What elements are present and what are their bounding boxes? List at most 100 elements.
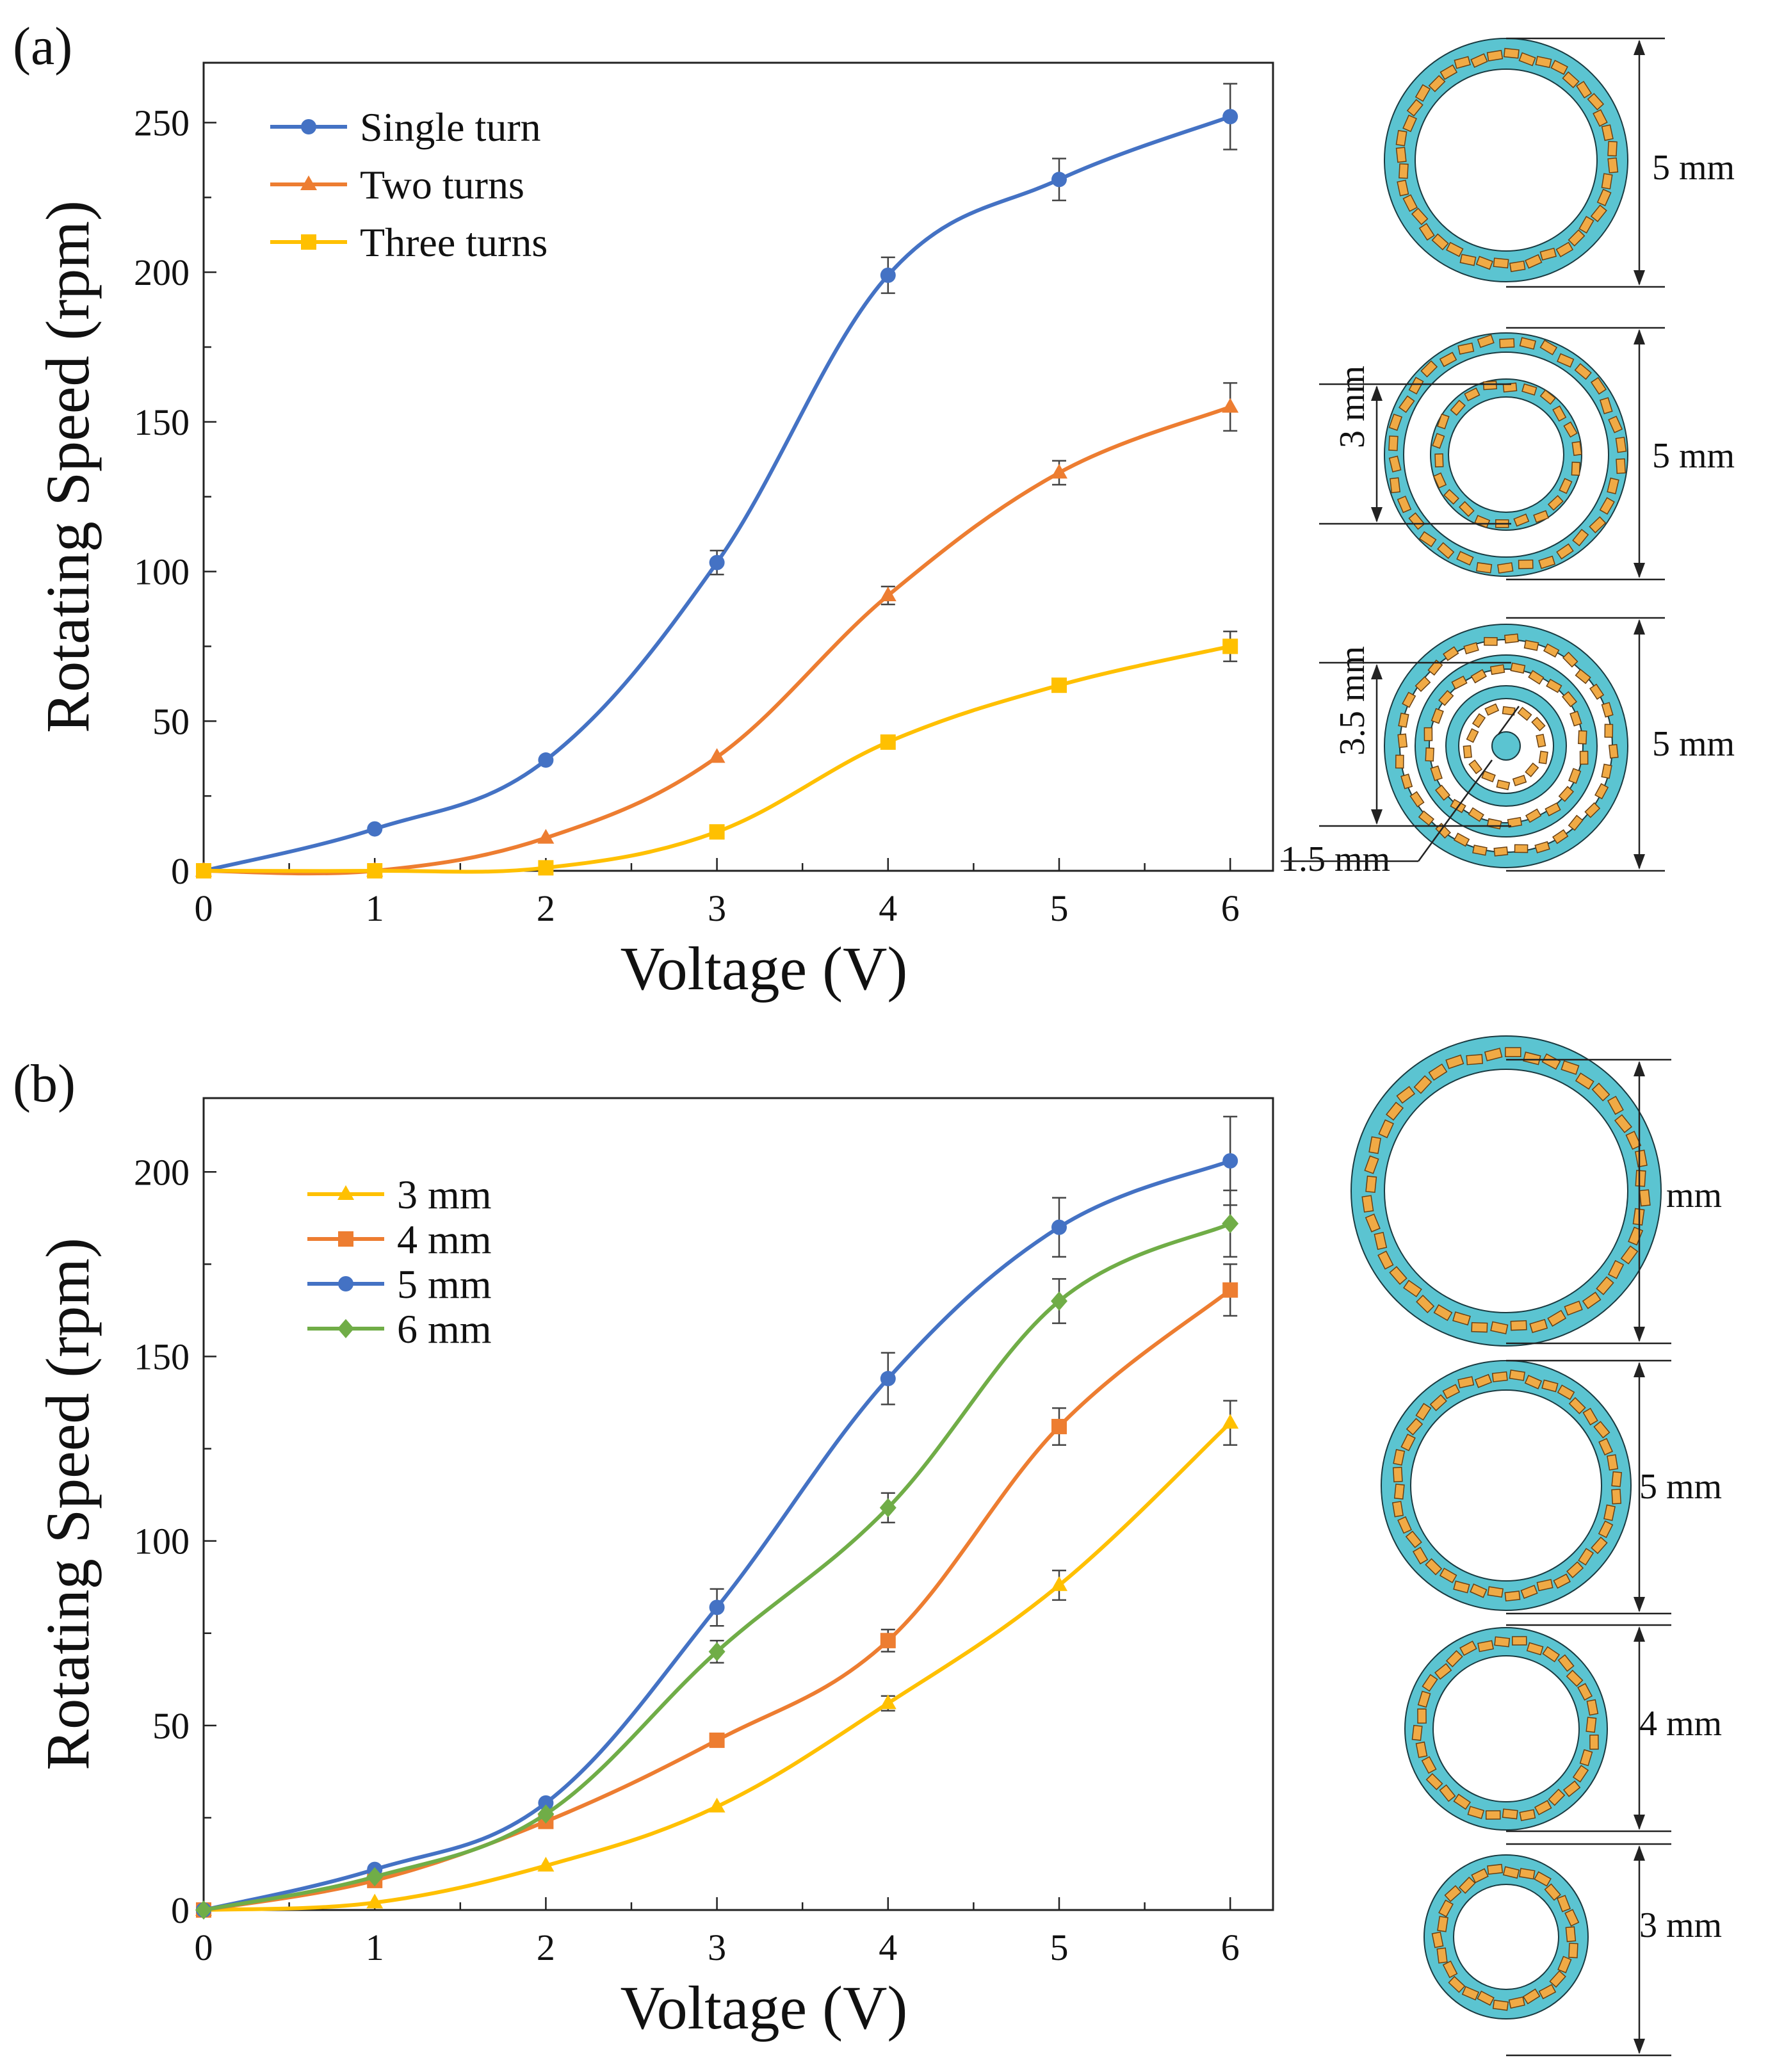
- data-point: [537, 1856, 555, 1872]
- single-turn-ring: [1384, 38, 1628, 282]
- data-point: [1222, 638, 1238, 654]
- dim-label-a4: 5 mm: [1652, 724, 1735, 764]
- y-tick-label: 200: [134, 252, 190, 293]
- data-point: [709, 1732, 725, 1748]
- data-point: [1222, 1414, 1239, 1429]
- legend-entry: 3 mm: [307, 1172, 492, 1217]
- y-tick-label: 100: [134, 551, 190, 593]
- data-point: [1222, 398, 1239, 413]
- legend-marker: [337, 1319, 354, 1338]
- y-tick-label: 150: [134, 401, 190, 443]
- chart-a: 0 1 2 3 4 5 6 0 50 100 150 200 250 Voltage (V) Rotatin…: [33, 61, 1274, 1003]
- legend-marker: [338, 1231, 353, 1247]
- data-point: [880, 1633, 896, 1649]
- y-tick-label: 50: [152, 1705, 190, 1747]
- x-tick-label: 2: [537, 1927, 555, 1968]
- dim-three-turns-mid: [1319, 661, 1511, 827]
- data-point: [366, 1893, 384, 1909]
- dim-5mm: [1506, 1359, 1671, 1615]
- data-point: [880, 734, 896, 750]
- dim-3mm: [1506, 1843, 1671, 2057]
- dim-single-turn: [1506, 37, 1665, 288]
- x-tick-label: 1: [366, 1927, 384, 1968]
- legend-label: 3 mm: [397, 1172, 492, 1217]
- data-point: [709, 1599, 725, 1615]
- legend-label: Three turns: [360, 220, 547, 265]
- data-point: [1051, 1219, 1067, 1235]
- data-point: [196, 863, 211, 878]
- legend-marker: [301, 119, 316, 134]
- data-point: [879, 1498, 896, 1518]
- ring-4mm: [1404, 1627, 1608, 1831]
- legend-label: Single turn: [360, 104, 541, 150]
- data-point: [708, 748, 726, 763]
- y-tick-label: 150: [134, 1336, 190, 1377]
- x-axis-title: Voltage (V): [620, 1973, 908, 2042]
- legend-entry: 6 mm: [307, 1306, 492, 1352]
- x-tick-label: 2: [537, 887, 555, 929]
- legend-marker: [301, 234, 316, 250]
- dim-label-a1: 5 mm: [1652, 148, 1735, 188]
- x-tick-label: 4: [879, 887, 897, 929]
- x-tick-label: 3: [708, 1927, 726, 1968]
- chart-b: 0 1 2 3 4 5 6 0 50 100 150 200 Voltage (V) Rotating S…: [33, 1097, 1274, 2042]
- series-6-mm: [195, 1189, 1239, 1920]
- data-point: [708, 1797, 726, 1813]
- coil-3mm: [1431, 1863, 1580, 2011]
- series-line: [203, 1421, 1232, 1912]
- two-turn-inner-ring: [1430, 378, 1582, 531]
- data-point: [1222, 109, 1238, 125]
- legend-label: Two turns: [360, 162, 524, 207]
- data-point: [537, 829, 555, 844]
- y-tick-label: 50: [152, 700, 190, 742]
- panel-b-schematics: 6 mm 5 mm 4 mm 3 mm: [1350, 1035, 1722, 2057]
- coil-5mm: [1391, 1369, 1623, 1602]
- data-point: [538, 752, 554, 768]
- x-tick-label: 0: [195, 887, 213, 929]
- y-tick-label: 0: [171, 850, 190, 892]
- legend-marker: [337, 1185, 354, 1200]
- legend-label: 6 mm: [397, 1306, 492, 1352]
- x-tick-label: 1: [366, 887, 384, 929]
- two-turn-outer-coil: [1388, 334, 1627, 574]
- dim-label-b2: 5 mm: [1639, 1467, 1722, 1507]
- series-line: [203, 405, 1231, 876]
- x-tick-label: 5: [1050, 887, 1069, 929]
- x-tick-label: 6: [1221, 887, 1240, 929]
- y-axis-title: Rotating Speed (rpm): [33, 1238, 102, 1770]
- data-point: [1222, 1153, 1238, 1169]
- data-point: [1051, 677, 1067, 693]
- plot-frame: [202, 1097, 1274, 1911]
- data-point: [1051, 1291, 1067, 1311]
- dim-label-a2: 5 mm: [1652, 436, 1735, 476]
- single-turn-coil: [1395, 47, 1619, 272]
- dim-label-a3: 3 mm: [1333, 366, 1372, 448]
- dim-label-b4: 3 mm: [1639, 1906, 1722, 1945]
- plot-frame: [202, 61, 1274, 872]
- ring-6mm: [1350, 1035, 1662, 1347]
- coil-4mm: [1411, 1636, 1599, 1822]
- series-3-mm: [195, 1400, 1239, 1916]
- data-point: [366, 1867, 384, 1887]
- x-tick-label: 3: [708, 887, 726, 929]
- data-point: [1222, 1282, 1238, 1298]
- x-tick-label: 0: [195, 1927, 213, 1968]
- legend-label: 5 mm: [397, 1261, 492, 1307]
- y-axis-title: Rotating Speed (rpm): [33, 200, 102, 733]
- legend-entry: 4 mm: [307, 1217, 492, 1262]
- data-point: [367, 821, 383, 837]
- data-point: [879, 1694, 896, 1710]
- data-point: [879, 586, 896, 601]
- dim-three-turns-inner: [1281, 706, 1520, 862]
- legend-marker: [300, 175, 317, 190]
- dim-6mm: [1506, 1058, 1671, 1345]
- data-point: [1051, 464, 1067, 479]
- y-tick-label: 0: [171, 1890, 190, 1931]
- three-turn-coil-3: [1463, 703, 1548, 791]
- x-tick-label: 5: [1050, 1927, 1069, 1968]
- data-point: [1051, 1418, 1067, 1434]
- data-point: [709, 554, 725, 571]
- data-point: [538, 1795, 554, 1811]
- panel-b-label: (b): [13, 1054, 76, 1113]
